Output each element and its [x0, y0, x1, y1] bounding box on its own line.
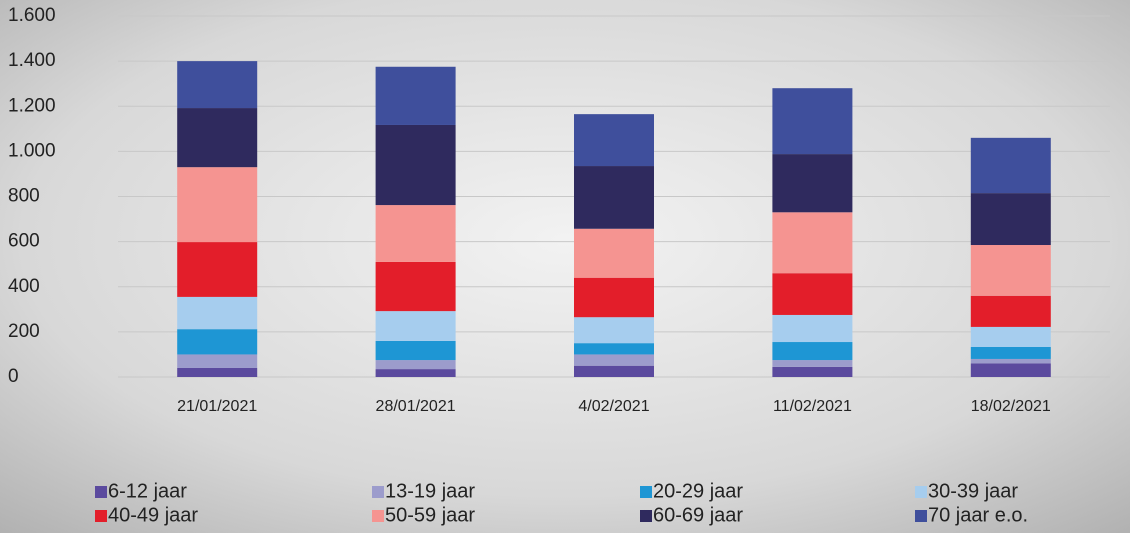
legend-label: 30-39 jaar — [928, 480, 1018, 502]
bar-segment — [376, 67, 456, 125]
legend-label: 20-29 jaar — [653, 480, 743, 502]
bar-segment — [971, 363, 1051, 377]
bar-segment — [574, 229, 654, 278]
bar-segment — [574, 278, 654, 317]
bar-segment — [376, 311, 456, 341]
legend-label: 40-49 jaar — [108, 504, 198, 526]
bar-segment — [376, 205, 456, 262]
bar-segment — [177, 61, 257, 108]
bar-segment — [574, 343, 654, 354]
bar-segment — [376, 341, 456, 360]
x-tick-label: 21/01/2021 — [177, 398, 257, 415]
bar-segment — [177, 329, 257, 354]
bar-segment — [971, 193, 1051, 245]
legend-swatch — [915, 510, 927, 522]
x-tick-label: 4/02/2021 — [578, 398, 649, 415]
x-tick-label: 11/02/2021 — [773, 398, 852, 415]
bar-segment — [772, 342, 852, 360]
y-tick-label: 800 — [8, 186, 40, 207]
y-tick-label: 1.600 — [8, 5, 56, 26]
bar-segment — [772, 273, 852, 315]
legend-label: 6-12 jaar — [108, 480, 187, 502]
y-tick-label: 400 — [8, 276, 40, 297]
chart: 0 200 400 600 800 1.000 1.200 1.400 1.600 21/01/2… — [0, 0, 1130, 533]
background — [0, 0, 1130, 533]
bar-segment — [177, 167, 257, 242]
y-tick-label: 1.000 — [8, 140, 56, 161]
bar-segment — [376, 360, 456, 369]
bar-segment — [574, 366, 654, 377]
legend-swatch — [640, 510, 652, 522]
bar-segment — [574, 354, 654, 365]
y-tick-label: 0 — [8, 366, 19, 387]
bar-segment — [772, 367, 852, 377]
legend-label: 70 jaar e.o. — [928, 504, 1028, 526]
legend-swatch — [372, 510, 384, 522]
legend-label: 50-59 jaar — [385, 504, 475, 526]
y-tick-label: 600 — [8, 231, 40, 252]
bar-segment — [971, 245, 1051, 296]
bar-segment — [376, 125, 456, 205]
bar-segment — [574, 166, 654, 229]
legend-swatch — [372, 486, 384, 498]
legend-swatch — [915, 486, 927, 498]
bar-segment — [971, 327, 1051, 347]
bar-segment — [772, 315, 852, 342]
bar-segment — [772, 212, 852, 273]
bar-segment — [971, 359, 1051, 364]
legend-label: 60-69 jaar — [653, 504, 743, 526]
bar-segment — [177, 108, 257, 167]
bar-segment — [376, 369, 456, 377]
x-tick-label: 18/02/2021 — [971, 398, 1051, 415]
bar-segment — [772, 88, 852, 154]
bar-segment — [772, 154, 852, 212]
y-tick-label: 1.400 — [8, 50, 56, 71]
legend-swatch — [95, 486, 107, 498]
bar-segment — [177, 368, 257, 377]
legend-swatch — [640, 486, 652, 498]
bar-segment — [177, 242, 257, 297]
bar-segment — [574, 114, 654, 166]
bar-segment — [177, 354, 257, 368]
bar-segment — [376, 262, 456, 311]
legend-swatch — [95, 510, 107, 522]
bar-segment — [574, 317, 654, 343]
bar-segment — [971, 138, 1051, 193]
bar-segment — [971, 296, 1051, 327]
bar-segment — [177, 297, 257, 329]
bar-segment — [971, 347, 1051, 359]
bar-segment — [772, 360, 852, 367]
y-tick-label: 200 — [8, 321, 40, 342]
x-tick-label: 28/01/2021 — [376, 398, 456, 415]
legend-label: 13-19 jaar — [385, 480, 475, 502]
y-tick-label: 1.200 — [8, 95, 56, 116]
